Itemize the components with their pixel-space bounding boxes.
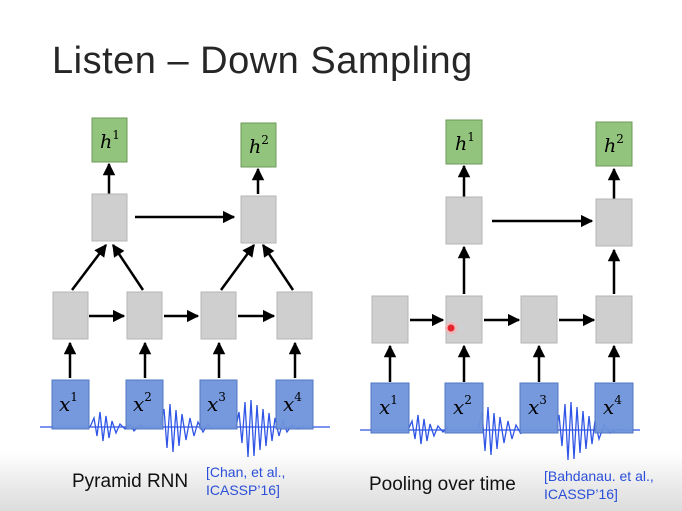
pyr-input-label-4: x4 [283, 390, 302, 416]
pool-hidden-l1-3 [520, 295, 558, 344]
pyr-input-label-1: x1 [59, 390, 78, 416]
pyr-arrow-diag-4 [261, 243, 295, 291]
pooling-caption: Pooling over time [369, 474, 516, 495]
pyramid-caption: Pyramid RNN [72, 471, 189, 492]
pyr-arrow-diag-2 [111, 243, 145, 291]
pool-hidden-l1-2 [445, 295, 483, 344]
pyramid-diagram: h1 h2 x1 x2 x3 x4 [51, 117, 314, 430]
pyr-output-box-1 [91, 117, 128, 163]
pyr-output-label-2: h2 [249, 133, 269, 158]
pool-hidden-l2-1 [445, 196, 483, 245]
pyr-input-label-3: x3 [207, 390, 226, 416]
pyr-hidden-l2-1 [91, 193, 128, 242]
pyramid-citation-line-1: [Chan, et al., [206, 464, 286, 480]
slide-title: Listen – Down Sampling [52, 40, 473, 82]
pool-input-label-2: x2 [453, 393, 472, 419]
pooling-citation-line-2: ICASSP’16] [544, 486, 618, 502]
pyr-input-box-2 [125, 379, 164, 430]
pool-input-box-3 [519, 382, 559, 434]
pyr-input-label-2: x2 [133, 390, 152, 416]
pool-hidden-l2-2 [595, 198, 633, 247]
pyr-output-box-2 [240, 122, 277, 168]
pool-output-label-1: h1 [455, 130, 475, 155]
pooling-citation-line-1: [Bahdanau. et al., [544, 468, 654, 484]
pool-input-label-3: x3 [528, 393, 547, 419]
pyr-arrow-diag-3 [219, 243, 256, 291]
pooling-diagram: h1 h2 x1 x2 x3 x4 [370, 119, 634, 434]
pyr-output-label-1: h1 [100, 128, 120, 153]
waveform-right-burst-1 [407, 414, 449, 445]
pool-input-box-1 [370, 382, 410, 434]
pooling-citation[interactable]: [Bahdanau. et al., ICASSP’16] [544, 467, 654, 503]
pool-hidden-l1-1 [371, 295, 409, 344]
pool-output-label-2: h2 [604, 132, 624, 157]
pool-output-box-2 [595, 121, 633, 167]
pyr-input-box-3 [199, 379, 238, 430]
pyramid-citation-line-2: ICASSP’16] [206, 482, 280, 498]
pyr-hidden-l1-3 [200, 291, 237, 340]
pool-output-box-1 [445, 119, 483, 165]
pyramid-citation[interactable]: [Chan, et al., ICASSP’16] [206, 463, 285, 499]
pyr-hidden-l1-2 [126, 291, 163, 340]
pyr-hidden-l2-2 [240, 195, 277, 244]
pyr-input-box-4 [275, 379, 314, 430]
pyr-arrow-diag-1 [71, 244, 107, 291]
pool-input-label-4: x4 [603, 393, 622, 419]
pyr-input-box-1 [51, 379, 90, 430]
pool-input-label-1: x1 [379, 393, 398, 419]
waveform-right-burst-3 [555, 401, 619, 461]
pool-hidden-l1-4 [595, 295, 633, 344]
pyr-hidden-l1-1 [52, 291, 89, 340]
pyr-hidden-l1-4 [276, 291, 313, 340]
pool-input-box-4 [594, 382, 634, 434]
laser-pointer-icon [445, 322, 457, 334]
pool-input-box-2 [444, 382, 484, 434]
waveform-right-burst-2 [477, 406, 522, 456]
waveform-left-burst-3 [235, 399, 305, 458]
bottom-shade [0, 452, 682, 511]
